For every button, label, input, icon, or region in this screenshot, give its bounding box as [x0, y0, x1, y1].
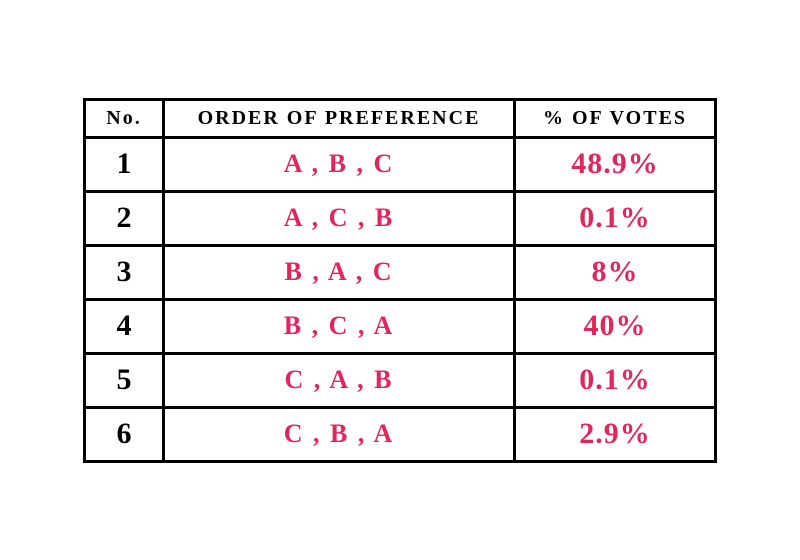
col-header-no: No.	[85, 99, 164, 137]
cell-votes: 40%	[515, 299, 716, 353]
cell-votes: 8%	[515, 245, 716, 299]
cell-order: C , A , B	[164, 353, 515, 407]
cell-order: B , A , C	[164, 245, 515, 299]
cell-no: 4	[85, 299, 164, 353]
cell-order: B , C , A	[164, 299, 515, 353]
col-header-votes: % OF VOTES	[515, 99, 716, 137]
cell-no: 2	[85, 191, 164, 245]
cell-order: A , C , B	[164, 191, 515, 245]
table-row: 4 B , C , A 40%	[85, 299, 716, 353]
cell-votes: 2.9%	[515, 407, 716, 461]
table-row: 6 C , B , A 2.9%	[85, 407, 716, 461]
table-row: 1 A , B , C 48.9%	[85, 137, 716, 191]
cell-no: 1	[85, 137, 164, 191]
cell-order: A , B , C	[164, 137, 515, 191]
table-header-row: No. ORDER OF PREFERENCE % OF VOTES	[85, 99, 716, 137]
cell-votes: 0.1%	[515, 353, 716, 407]
cell-no: 6	[85, 407, 164, 461]
cell-votes: 0.1%	[515, 191, 716, 245]
table-row: 2 A , C , B 0.1%	[85, 191, 716, 245]
cell-votes: 48.9%	[515, 137, 716, 191]
cell-no: 5	[85, 353, 164, 407]
cell-order: C , B , A	[164, 407, 515, 461]
table-row: 5 C , A , B 0.1%	[85, 353, 716, 407]
col-header-order: ORDER OF PREFERENCE	[164, 99, 515, 137]
preference-votes-table: No. ORDER OF PREFERENCE % OF VOTES 1 A ,…	[83, 98, 717, 463]
table-row: 3 B , A , C 8%	[85, 245, 716, 299]
cell-no: 3	[85, 245, 164, 299]
